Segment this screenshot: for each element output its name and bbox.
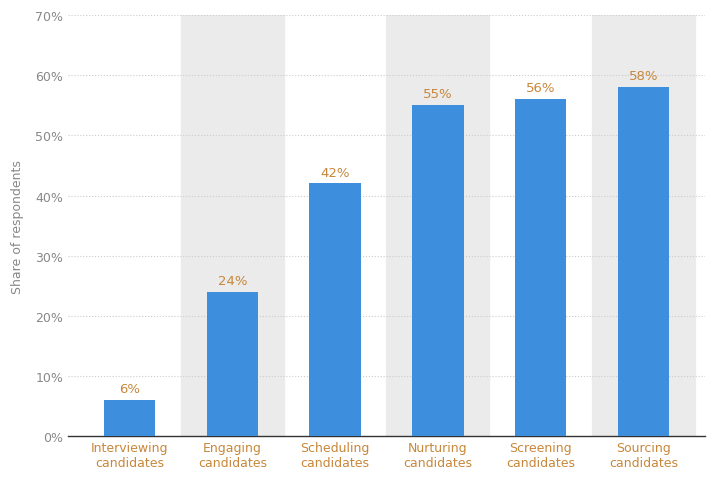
Text: 6%: 6% <box>119 383 140 396</box>
Bar <box>515 100 566 436</box>
Text: 56%: 56% <box>526 82 556 96</box>
Text: 58%: 58% <box>629 70 658 84</box>
Y-axis label: Share of respondents: Share of respondents <box>11 159 24 293</box>
Text: 55%: 55% <box>423 88 453 101</box>
Bar <box>618 88 669 436</box>
Bar <box>309 184 361 436</box>
Text: 42%: 42% <box>320 167 350 180</box>
Bar <box>207 292 258 436</box>
Bar <box>592 16 695 436</box>
Bar <box>387 16 489 436</box>
Bar <box>181 16 284 436</box>
Bar <box>104 400 155 436</box>
Bar <box>412 106 463 436</box>
Text: 24%: 24% <box>218 275 247 288</box>
